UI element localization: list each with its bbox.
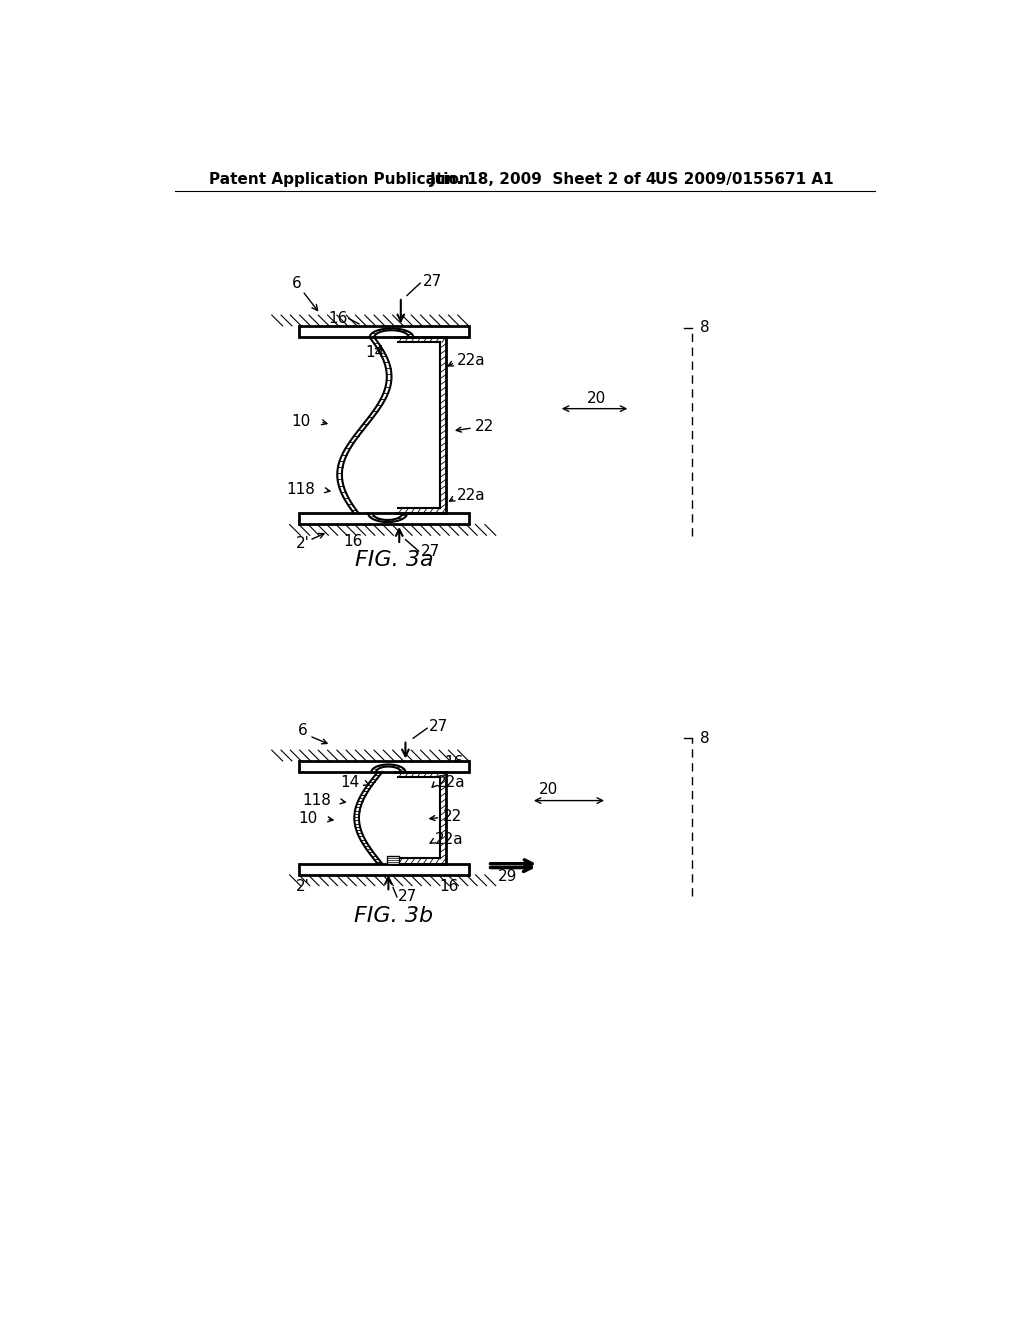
Text: 16: 16 <box>328 312 347 326</box>
Text: 29: 29 <box>498 869 517 883</box>
Text: 22: 22 <box>442 809 462 824</box>
Text: 10: 10 <box>298 810 317 826</box>
Text: 27: 27 <box>429 719 447 734</box>
Text: 16: 16 <box>439 879 459 895</box>
Text: 22a: 22a <box>457 352 485 368</box>
Bar <box>299 326 469 337</box>
Text: 118: 118 <box>287 482 315 498</box>
Bar <box>387 857 399 863</box>
Text: FIG. 3a: FIG. 3a <box>354 550 433 570</box>
Text: US 2009/0155671 A1: US 2009/0155671 A1 <box>655 172 834 186</box>
Text: Patent Application Publication: Patent Application Publication <box>209 172 470 186</box>
Text: 2': 2' <box>296 536 310 550</box>
Text: 6: 6 <box>292 276 302 290</box>
Text: 16: 16 <box>444 755 464 771</box>
Text: 16: 16 <box>343 533 362 549</box>
Bar <box>299 762 469 772</box>
Text: 22: 22 <box>475 418 495 434</box>
Text: 10: 10 <box>291 414 310 429</box>
Text: 22a: 22a <box>435 832 464 846</box>
Text: 14: 14 <box>340 775 359 789</box>
Text: 2': 2' <box>296 879 310 895</box>
Text: 27: 27 <box>423 275 441 289</box>
Text: 8: 8 <box>700 731 710 746</box>
Text: 20: 20 <box>587 391 606 407</box>
Text: FIG. 3b: FIG. 3b <box>354 906 433 927</box>
Text: 14: 14 <box>365 345 384 360</box>
Bar <box>299 863 469 875</box>
Text: 8: 8 <box>700 321 710 335</box>
Text: 27: 27 <box>421 544 440 558</box>
Text: 20: 20 <box>539 783 558 797</box>
Text: 22a: 22a <box>457 488 485 503</box>
Bar <box>299 513 469 524</box>
Text: 27: 27 <box>397 888 417 904</box>
Text: 118: 118 <box>302 793 331 808</box>
Text: Jun. 18, 2009  Sheet 2 of 4: Jun. 18, 2009 Sheet 2 of 4 <box>430 172 657 186</box>
Text: 22a: 22a <box>436 775 465 789</box>
Text: 6: 6 <box>298 723 308 738</box>
